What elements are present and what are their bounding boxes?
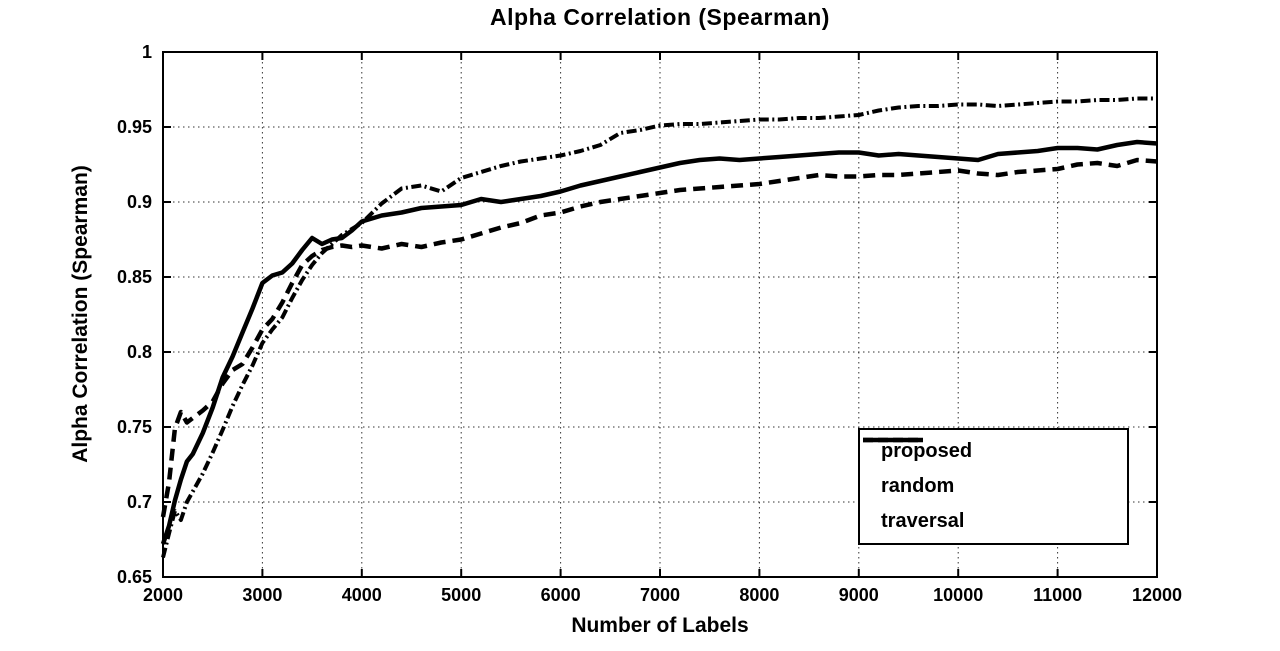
legend-label-proposed: proposed: [881, 440, 973, 462]
x-tick-label-4000: 4000: [341, 585, 382, 605]
y-tick-label-0.7: 0.7: [126, 492, 152, 512]
x-tick-label-12000: 12000: [1131, 585, 1183, 605]
legend-line-traversal-icon: [863, 437, 923, 443]
y-tick-label-0.65: 0.65: [116, 567, 152, 587]
legend-item-random: random: [863, 438, 1127, 503]
legend: proposed random traversal: [858, 428, 1129, 545]
x-tick-label-6000: 6000: [540, 585, 581, 605]
legend-label-traversal: traversal: [881, 510, 965, 532]
y-tick-label-0.9: 0.9: [126, 192, 152, 212]
x-tick-label-11000: 11000: [1033, 585, 1083, 605]
series-random-line: [161, 96, 1157, 558]
legend-label-random: random: [881, 475, 955, 497]
y-tick-label-1: 1: [141, 42, 152, 62]
y-tick-label-0.8: 0.8: [126, 342, 152, 362]
x-axis-label: Number of Labels: [571, 614, 749, 637]
legend-item-traversal: traversal: [863, 437, 1127, 538]
plot-border: [162, 51, 1158, 578]
x-tick-label-2000: 2000: [142, 585, 184, 605]
grid: [163, 52, 1157, 577]
y-tick-label-0.95: 0.95: [116, 117, 152, 137]
x-tick-label-7000: 7000: [639, 585, 681, 605]
x-tick-label-5000: 5000: [441, 585, 482, 605]
x-tick-label-9000: 9000: [838, 585, 879, 605]
y-tick-label-0.85: 0.85: [116, 267, 152, 287]
x-tick-label-3000: 3000: [242, 585, 283, 605]
y-tick-label-0.75: 0.75: [116, 417, 152, 437]
x-tick-label-10000: 10000: [933, 585, 984, 605]
series-proposed-line: [160, 139, 1158, 545]
x-tick-label-8000: 8000: [739, 585, 780, 605]
chart-title: Alpha Correlation (Spearman): [490, 4, 830, 30]
